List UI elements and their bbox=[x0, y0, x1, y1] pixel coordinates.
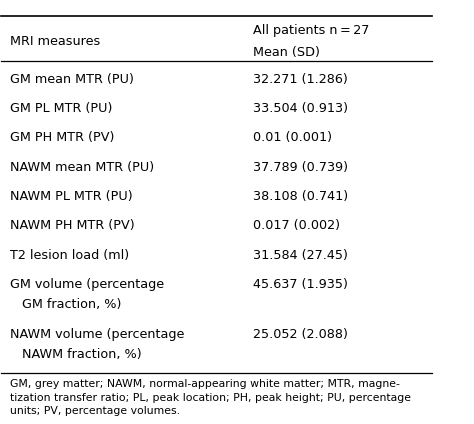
Text: 31.584 (27.45): 31.584 (27.45) bbox=[253, 248, 348, 262]
Text: NAWM PH MTR (PV): NAWM PH MTR (PV) bbox=[10, 219, 135, 232]
Text: GM PH MTR (PV): GM PH MTR (PV) bbox=[10, 131, 114, 145]
Text: Mean (SD): Mean (SD) bbox=[253, 46, 320, 59]
Text: NAWM fraction, %): NAWM fraction, %) bbox=[10, 348, 142, 361]
Text: GM volume (percentage: GM volume (percentage bbox=[10, 278, 164, 291]
Text: All patients n = 27: All patients n = 27 bbox=[253, 24, 369, 37]
Text: units; PV, percentage volumes.: units; PV, percentage volumes. bbox=[10, 406, 180, 416]
Text: NAWM mean MTR (PU): NAWM mean MTR (PU) bbox=[10, 161, 154, 174]
Text: 32.271 (1.286): 32.271 (1.286) bbox=[253, 73, 348, 86]
Text: 0.01 (0.001): 0.01 (0.001) bbox=[253, 131, 332, 145]
Text: 0.017 (0.002): 0.017 (0.002) bbox=[253, 219, 340, 232]
Text: GM fraction, %): GM fraction, %) bbox=[10, 298, 121, 311]
Text: GM mean MTR (PU): GM mean MTR (PU) bbox=[10, 73, 134, 86]
Text: 45.637 (1.935): 45.637 (1.935) bbox=[253, 278, 348, 291]
Text: GM, grey matter; NAWM, normal-appearing white matter; MTR, magne-: GM, grey matter; NAWM, normal-appearing … bbox=[10, 379, 400, 389]
Text: tization transfer ratio; PL, peak location; PH, peak height; PU, percentage: tization transfer ratio; PL, peak locati… bbox=[10, 393, 411, 403]
Text: 33.504 (0.913): 33.504 (0.913) bbox=[253, 102, 348, 115]
Text: MRI measures: MRI measures bbox=[10, 35, 100, 48]
Text: 38.108 (0.741): 38.108 (0.741) bbox=[253, 190, 348, 203]
Text: T2 lesion load (ml): T2 lesion load (ml) bbox=[10, 248, 129, 262]
Text: NAWM PL MTR (PU): NAWM PL MTR (PU) bbox=[10, 190, 133, 203]
Text: 25.052 (2.088): 25.052 (2.088) bbox=[253, 328, 348, 341]
Text: 37.789 (0.739): 37.789 (0.739) bbox=[253, 161, 348, 174]
Text: NAWM volume (percentage: NAWM volume (percentage bbox=[10, 328, 184, 341]
Text: GM PL MTR (PU): GM PL MTR (PU) bbox=[10, 102, 112, 115]
